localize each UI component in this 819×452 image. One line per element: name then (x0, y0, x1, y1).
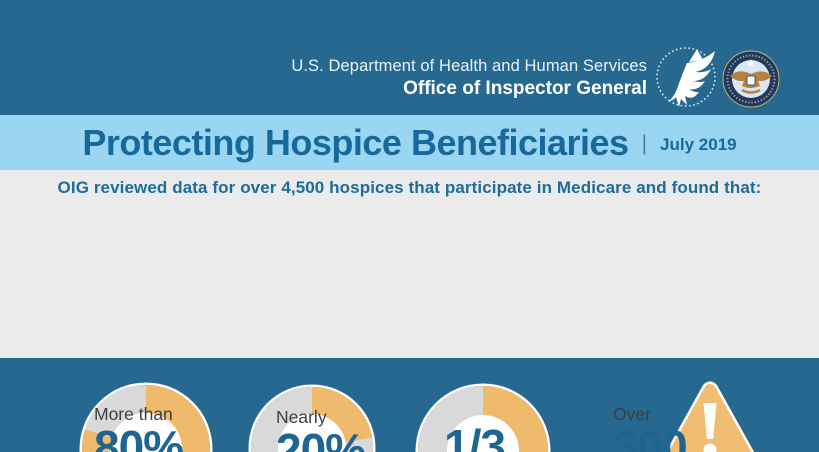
stat-value: 80% (94, 421, 184, 452)
stats-panel: OIG reviewed data for over 4,500 hospice… (0, 170, 819, 452)
page-title: Protecting Hospice Beneficiaries (82, 121, 629, 163)
stat-prefix: More than (94, 404, 173, 424)
stat-prefix: Nearly (276, 407, 327, 427)
stat-value: 300 (613, 421, 688, 452)
oig-seal-icon (722, 50, 780, 108)
stat-prefix: Over (613, 404, 651, 424)
intro-text: OIG reviewed data for over 4,500 hospice… (57, 178, 762, 197)
title-divider: | (641, 131, 648, 155)
stat-value: 20% (276, 424, 366, 452)
title-banner: Protecting Hospice Beneficiaries | July … (0, 115, 819, 170)
header-bar: U.S. Department of Health and Human Serv… (0, 0, 819, 115)
hhs-seal-icon (656, 47, 716, 107)
office-name: Office of Inspector General (403, 78, 647, 99)
warning-triangle-icon (665, 381, 755, 452)
stat-serious-deficiencies: Nearly 20% had 1 or more serious deficie… (276, 406, 418, 452)
stat-deficiency: More than 80% had a deficiency. (94, 403, 232, 452)
agency-name: U.S. Department of Health and Human Serv… (291, 57, 647, 75)
stat-complaints: 1/3 had complaints filed against them. (444, 420, 618, 452)
agency-block: U.S. Department of Health and Human Serv… (291, 56, 647, 101)
report-date: July 2019 (660, 134, 737, 154)
stat-poor-performers: Over 300 were poor performers. (613, 403, 727, 452)
stat-value: 1/3 (444, 420, 506, 452)
